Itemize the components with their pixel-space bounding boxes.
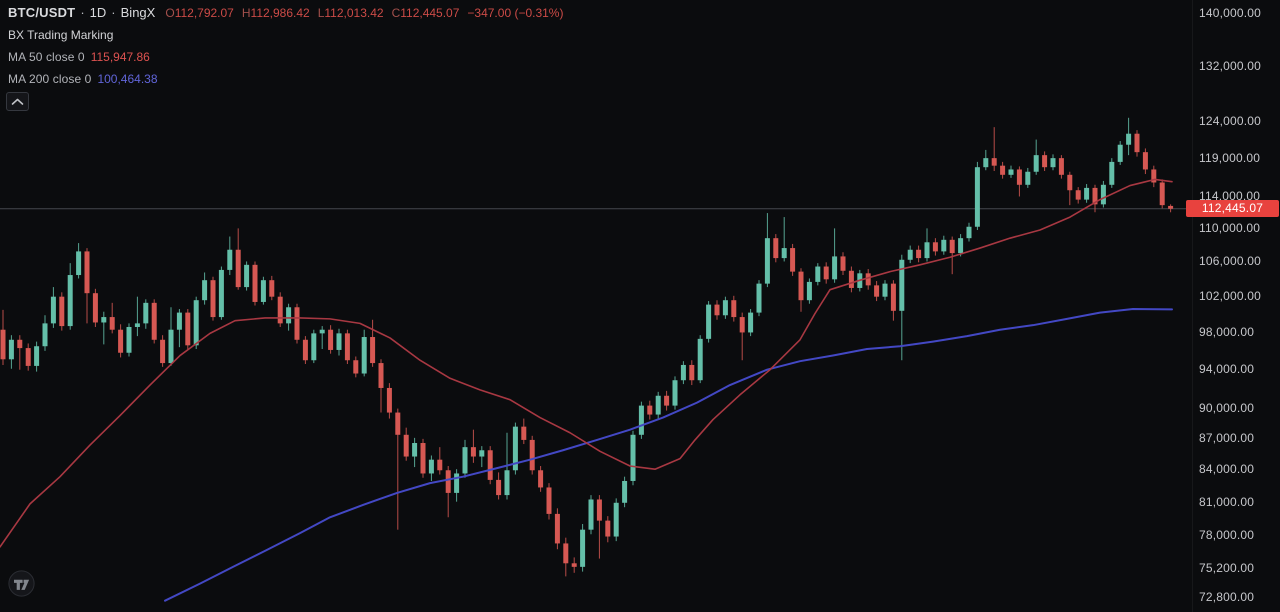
current-price-badge: 112,445.07	[1186, 200, 1279, 218]
indicator-row-script[interactable]: BX Trading Marking	[8, 26, 563, 43]
price-axis[interactable]: 140,000.00 132,000.00 124,000.00 119,000.00…	[1192, 0, 1280, 612]
ma50-label: MA 50 close 0	[8, 49, 85, 64]
price-tick-label: 119,000.00	[1199, 151, 1261, 166]
price-tick-label: 81,000.00	[1199, 494, 1255, 509]
close-value: C112,445.07	[391, 5, 460, 20]
exchange-label: BingX	[120, 5, 156, 20]
ma50-value: 115,947.86	[90, 49, 150, 64]
ohlc-values: O112,792.07 H112,986.42 L112,013.42 C112…	[165, 6, 563, 20]
price-tick-label: 94,000.00	[1199, 361, 1255, 376]
change-value: −347.00 (−0.31%)	[467, 5, 564, 20]
indicator-row-ma200[interactable]: MA 200 close 0 100,464.38	[8, 70, 563, 87]
price-tick-label: 84,000.00	[1199, 462, 1255, 477]
price-tick-label: 106,000.00	[1199, 254, 1262, 269]
symbol-row: BTC/USDT · 1D · BingX O112,792.07 H112,9…	[8, 4, 563, 21]
price-tick-label: 72,800.00	[1199, 590, 1255, 604]
ma200-value: 100,464.38	[97, 71, 158, 86]
price-chart[interactable]	[0, 0, 1192, 612]
high-value: H112,986.42	[241, 5, 310, 20]
open-value: O112,792.07	[165, 5, 234, 20]
indicator-script-name: BX Trading Marking	[8, 27, 114, 42]
ma50-line	[0, 178, 1173, 548]
symbol-name: BTC/USDT	[8, 5, 76, 20]
interval-label: 1D	[89, 5, 107, 20]
price-tick-label: 98,000.00	[1199, 324, 1255, 339]
price-tick-label: 140,000.00	[1199, 6, 1262, 20]
price-tick-label: 87,000.00	[1199, 430, 1255, 445]
price-tick-label: 110,000.00	[1199, 221, 1261, 236]
candles-layer	[0, 117, 1174, 577]
chart-legend: BTC/USDT · 1D · BingX O112,792.07 H112,9…	[8, 4, 563, 92]
separator-dot: ·	[80, 5, 85, 20]
low-value: L112,013.42	[317, 5, 384, 20]
tradingview-icon	[8, 570, 35, 597]
price-tick-label: 75,200.00	[1199, 561, 1255, 576]
tradingview-logo[interactable]	[8, 570, 35, 597]
symbol-title[interactable]: BTC/USDT · 1D · BingX	[8, 5, 155, 20]
ma200-label: MA 200 close 0	[8, 71, 92, 86]
indicator-row-ma50[interactable]: MA 50 close 0 115,947.86	[8, 48, 563, 65]
price-tick-label: 132,000.00	[1199, 58, 1262, 73]
collapse-indicators-button[interactable]	[6, 92, 29, 111]
price-tick-label: 78,000.00	[1199, 528, 1255, 543]
chevron-up-icon	[11, 98, 24, 105]
price-tick-label: 90,000.00	[1199, 400, 1255, 415]
price-tick-label: 102,000.00	[1199, 288, 1262, 303]
separator-dot: ·	[111, 5, 116, 20]
price-tick-label: 114,000.00	[1199, 189, 1261, 204]
ma200-line	[164, 308, 1173, 602]
price-tick-label: 124,000.00	[1199, 114, 1262, 129]
